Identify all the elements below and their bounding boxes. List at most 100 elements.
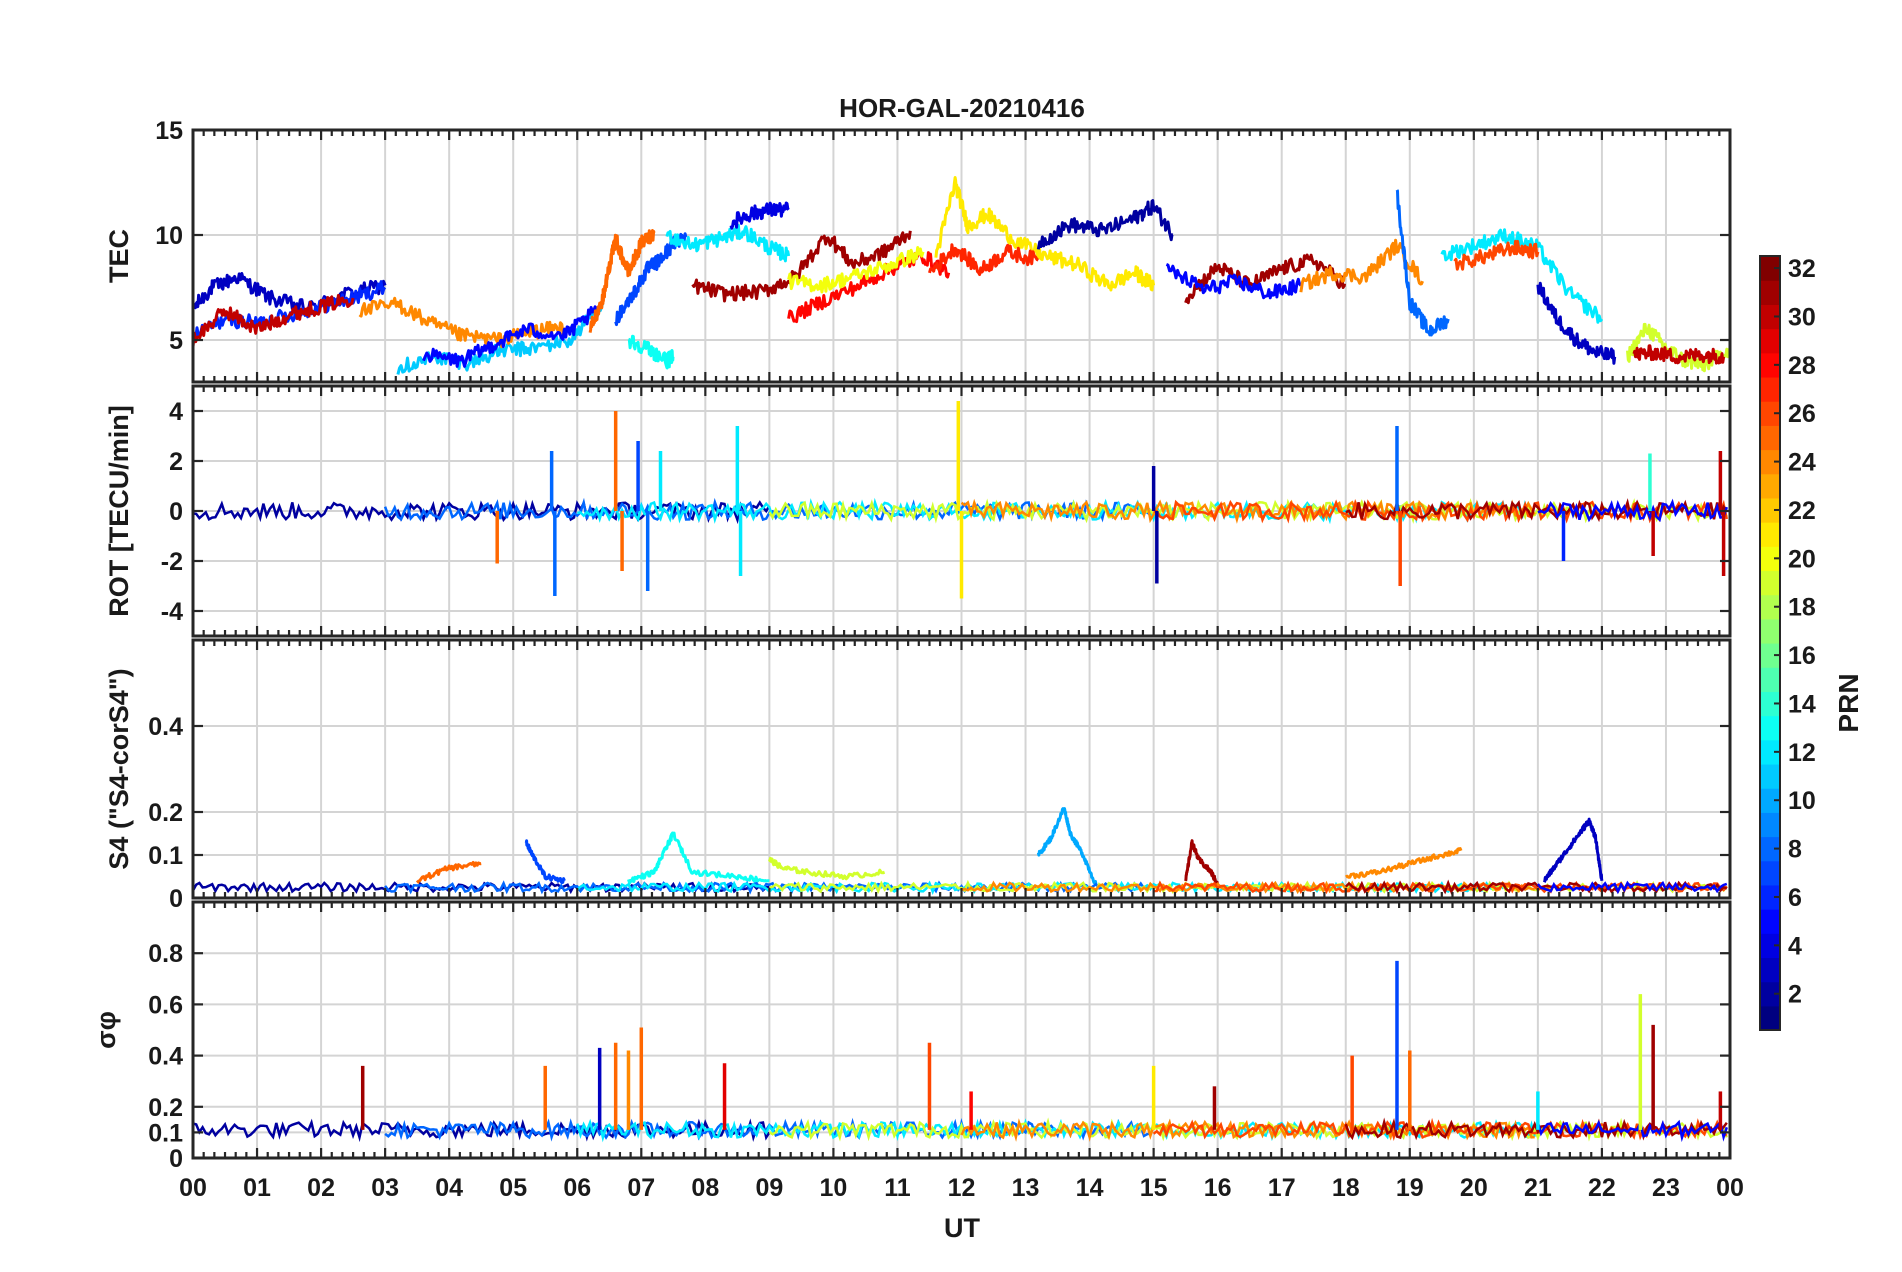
x-tick-label: 19 [1396, 1174, 1424, 1202]
x-tick-label: 14 [1076, 1174, 1104, 1202]
series-prn-20 [787, 246, 925, 294]
gridlines-sigphi [193, 902, 1730, 1158]
y-tick-label: 0.8 [148, 940, 183, 968]
x-tick-label: 10 [820, 1174, 848, 1202]
y-axis-label-sigphi: σφ [91, 1011, 121, 1049]
series-prn-28 [787, 250, 951, 324]
y-tick-label: -4 [161, 598, 183, 626]
colorbar-swatch [1760, 256, 1780, 281]
baseline-prn-8 [383, 497, 1152, 523]
chart-title: HOR-GAL-20210416 [839, 93, 1085, 123]
x-tick-label: 09 [755, 1174, 783, 1202]
series-prn-31 [1184, 839, 1220, 887]
y-tick-label: 0.2 [148, 799, 183, 827]
colorbar-swatch [1760, 812, 1780, 838]
x-tick-label: 03 [371, 1174, 399, 1202]
series-prn-19 [767, 856, 886, 881]
x-tick-label: 01 [243, 1174, 271, 1202]
y-axis-label-tec: TEC [104, 229, 134, 283]
x-tick-label: 13 [1012, 1174, 1040, 1202]
colorbar-swatch [1760, 473, 1780, 499]
x-tick-label: 05 [499, 1174, 527, 1202]
y-axis-tec: 5 10 15 [155, 117, 1730, 355]
series-prn-13 [627, 334, 675, 370]
baseline-prn-5 [1537, 498, 1728, 523]
colorbar-swatch [1760, 788, 1780, 813]
series-prn-5 [1165, 263, 1302, 300]
y-tick-label: 0.6 [148, 991, 183, 1019]
x-tick-label: 11 [884, 1174, 911, 1202]
panel-rot: -4 -2 0 2 4 ROT [TECU/min] [104, 384, 1732, 638]
baseline-prn-2 [193, 1118, 771, 1143]
y-axis-label-rot: ROT [TECU/min] [104, 405, 134, 616]
colorbar-tick-label: 4 [1788, 932, 1802, 960]
y-tick-label: 15 [155, 117, 183, 145]
colorbar-swatch [1760, 280, 1780, 305]
colorbar-swatch [1760, 667, 1780, 692]
colorbar-swatch [1760, 594, 1780, 620]
series-prn-26 [1453, 239, 1540, 271]
y-tick-label: 4 [169, 398, 183, 426]
colorbar-swatch [1760, 328, 1780, 354]
series-prn-30 [193, 293, 355, 348]
colorbar-swatch [1760, 497, 1780, 523]
y-tick-label: 10 [155, 222, 183, 250]
colorbar-swatch [1760, 401, 1780, 426]
colorbar-tick-label: 18 [1788, 594, 1816, 622]
series-prn-31 [1184, 253, 1347, 305]
series-prn-7 [524, 839, 566, 885]
colorbar-swatch [1760, 618, 1780, 644]
panel-sigphi: 00.10.2 0.4 0.6 0.8 σφ [91, 900, 1732, 1173]
series-prn-10 [1036, 807, 1098, 886]
colorbar-tick-label: 6 [1788, 884, 1802, 912]
y-tick-label: 0.1 [148, 1119, 183, 1147]
series-prn-19 [1626, 322, 1730, 373]
series-prn-4 [729, 201, 790, 230]
colorbar-label: PRN [1833, 673, 1864, 732]
colorbar-tick-label: 26 [1788, 400, 1816, 428]
colorbar-swatch [1760, 522, 1780, 547]
colorbar-swatch [1760, 376, 1780, 402]
series-prn-3 [1536, 281, 1617, 365]
colorbar-swatch [1760, 884, 1780, 910]
gridlines-s4 [193, 640, 1730, 898]
x-tick-label: 02 [307, 1174, 335, 1202]
panel-s4: 0 0.1 0.2 0.4 S4 ("S4-corS4") [104, 638, 1732, 913]
x-tick-label: 07 [627, 1174, 655, 1202]
x-ticks-tec [191, 130, 1732, 382]
x-tick-label: 04 [435, 1174, 463, 1202]
x-tick-label: 23 [1652, 1174, 1680, 1202]
gridlines-tec [193, 130, 1730, 382]
y-axis-rot: -4 -2 0 2 4 [161, 398, 1730, 626]
colorbar-swatch [1760, 449, 1780, 475]
series-prn-12 [1440, 228, 1604, 324]
x-tick-label: 18 [1332, 1174, 1360, 1202]
colorbar-swatch [1760, 957, 1780, 983]
series-prn-27 [928, 243, 1040, 277]
colorbar-swatch [1760, 860, 1780, 886]
x-ticks-s4 [191, 640, 1732, 898]
y-tick-label: 0.1 [148, 842, 183, 870]
series-prn-12 [665, 223, 791, 263]
series-prn-21 [934, 176, 1156, 292]
series-prn-25 [588, 229, 656, 333]
colorbar-tick-label: 28 [1788, 352, 1816, 380]
colorbar-tick-label: 8 [1788, 836, 1802, 864]
colorbar-tick-label: 22 [1788, 497, 1816, 525]
series-prn-8 [1395, 189, 1450, 337]
colorbar-swatch [1760, 763, 1780, 789]
colorbar-swatch [1760, 546, 1780, 572]
x-tick-label: 08 [691, 1174, 719, 1202]
plot-area-rot [193, 401, 1729, 599]
colorbar-swatch [1760, 1005, 1780, 1031]
colorbar-tick-label: 32 [1788, 255, 1816, 283]
colorbar-tick-label: 24 [1788, 449, 1816, 477]
plot-area-tec [193, 176, 1730, 375]
series-prn-2 [1036, 199, 1174, 250]
series-prn-5 [422, 305, 598, 368]
y-tick-label: -2 [161, 548, 183, 576]
colorbar-swatch [1760, 352, 1780, 378]
y-tick-label: 0.2 [148, 1094, 183, 1122]
